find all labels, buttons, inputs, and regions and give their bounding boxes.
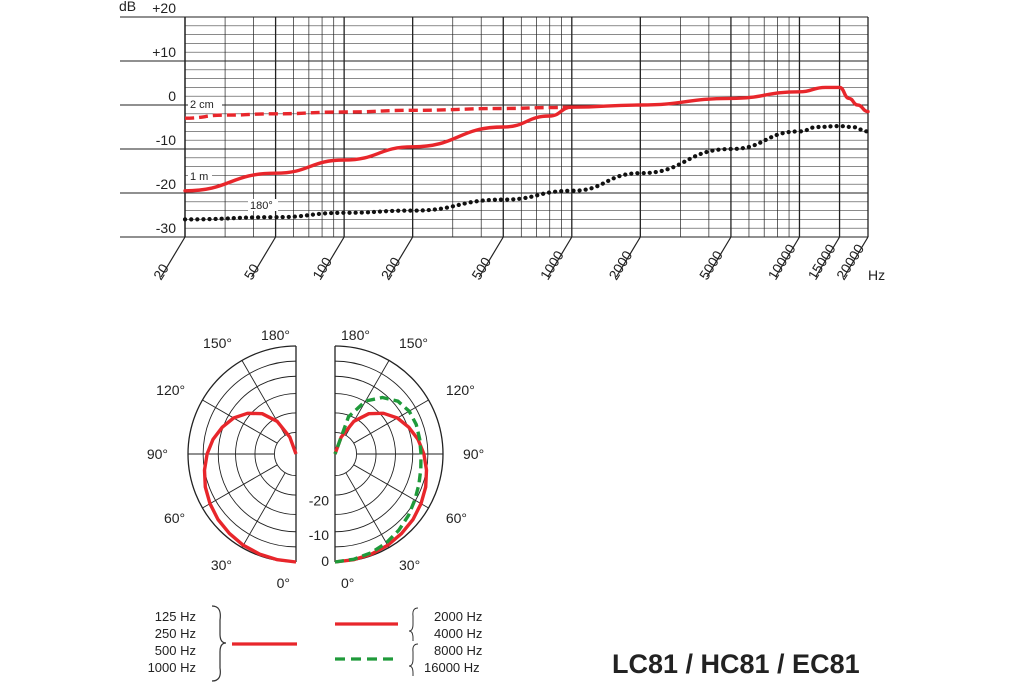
x-tick-leader	[478, 236, 504, 278]
frequency-response-chart: +20+100-10-20-30 20 50 100 200 500 1000 2000 50…	[119, 0, 885, 283]
polar-angle-label: 0°	[341, 575, 354, 591]
legend-right-brace-bottom	[408, 643, 419, 676]
legend-right-item-4: 16000 Hz	[424, 660, 480, 675]
x-tick-leader	[319, 236, 345, 278]
polar-ring	[334, 431, 358, 477]
y-tick-label: +20	[152, 0, 176, 16]
legend-right-brace-top	[408, 607, 419, 641]
y-tick-label: +10	[152, 44, 176, 60]
x-tick-leader	[547, 236, 573, 278]
y-tick-label: 0	[168, 88, 176, 104]
curve-label-2cm: 2 cm	[190, 99, 214, 111]
polar-spoke	[202, 464, 278, 509]
polar-angle-label: 120°	[156, 382, 185, 398]
polar-angle-label: 150°	[399, 335, 428, 351]
curve-label-bg-2cm	[188, 98, 222, 110]
x-tick-leader	[706, 236, 732, 278]
x-tick-label: 10000	[764, 241, 798, 283]
x-tick-leader	[160, 236, 186, 278]
y-tick-label: -30	[156, 220, 176, 236]
x-unit-label: Hz	[868, 267, 885, 283]
polar-angle-label: 30°	[399, 557, 420, 573]
legend-right-item-1: 2000 Hz	[434, 609, 482, 624]
x-tick-leader	[774, 236, 800, 278]
series-line-1	[183, 85, 870, 193]
polar-angle-label: 180°	[341, 327, 370, 343]
legend-left-brace	[211, 605, 227, 682]
frequency-grid	[120, 16, 869, 238]
y-tick-label: -20	[156, 176, 176, 192]
polar-spoke	[202, 399, 278, 444]
polar-radial-labels: -20 -10 0	[309, 493, 329, 569]
curve-label-bg-180	[248, 199, 278, 211]
polar-spoke	[241, 472, 286, 548]
polar-series-right-0	[333, 411, 429, 564]
polar-ring	[273, 431, 297, 477]
series-line-2	[182, 123, 871, 222]
polar-series-left-0	[202, 411, 298, 564]
x-tick-leader	[251, 236, 277, 278]
legend-right-item-2: 4000 Hz	[434, 626, 482, 641]
series-line-0	[184, 105, 572, 120]
model-title: LC81 / HC81 / EC81	[612, 649, 860, 679]
x-tick-label: 50	[241, 261, 263, 283]
legend-left-item-4: 1000 Hz	[148, 660, 196, 675]
legend-right-item-3: 8000 Hz	[434, 643, 482, 658]
polar-spoke	[345, 472, 390, 548]
legend-left-item-1: 125 Hz	[155, 609, 196, 624]
polar-angle-label: 120°	[446, 382, 475, 398]
polar-angle-label: 150°	[203, 335, 232, 351]
y-tick-labels: +20 +10 0 -10 -20 -30	[152, 0, 176, 236]
polar-angle-label: 0°	[277, 575, 290, 591]
polar-spoke	[353, 399, 429, 444]
polar-angle-label: 60°	[446, 510, 467, 526]
polar-series-right-1	[333, 395, 423, 564]
curve-labels: 2 cm 1 m 180°	[188, 98, 278, 212]
polar-right-angle-labels: 180° 150° 120° 90° 60° 30° 0°	[341, 327, 484, 591]
polar-angle-label: 180°	[261, 327, 290, 343]
x-tick-label: 15000	[805, 241, 839, 283]
curve-label-bg-1m	[188, 170, 212, 182]
frequency-series	[182, 85, 871, 222]
x-tick-label: 20000	[833, 241, 867, 283]
polar-angle-label: 90°	[147, 446, 168, 462]
x-tick-leader	[388, 236, 414, 278]
curve-label-180: 180°	[250, 200, 273, 212]
polar-radial-label: 0	[321, 553, 329, 569]
polar-angle-label: 90°	[463, 446, 484, 462]
x-tick-leader	[815, 236, 841, 278]
polar-angle-label: 60°	[164, 510, 185, 526]
legend: 125 Hz 250 Hz 500 Hz 1000 Hz 2000 Hz 400…	[148, 605, 482, 682]
curve-label-1m: 1 m	[190, 171, 208, 183]
polar-left-angle-labels: 180° 150° 120° 90° 60° 30° 0°	[147, 327, 290, 591]
y-unit-label: dB	[119, 0, 136, 14]
x-tick-leader	[615, 236, 641, 278]
polar-angle-label: 30°	[211, 557, 232, 573]
legend-left-item-3: 500 Hz	[155, 643, 196, 658]
polar-right-half	[333, 345, 444, 564]
polar-left-half	[187, 345, 298, 564]
y-tick-label: -10	[156, 132, 176, 148]
polar-radial-label: -20	[309, 493, 329, 509]
x-tick-leader	[843, 236, 869, 278]
legend-left-item-2: 250 Hz	[155, 626, 196, 641]
polar-spoke	[353, 464, 429, 509]
polar-pattern-chart: 180° 150° 120° 90° 60° 30° 0° 180° 150° 120° 90° 6…	[147, 327, 484, 591]
polar-radial-label: -10	[309, 527, 329, 543]
x-tick-label: 20	[150, 261, 172, 283]
